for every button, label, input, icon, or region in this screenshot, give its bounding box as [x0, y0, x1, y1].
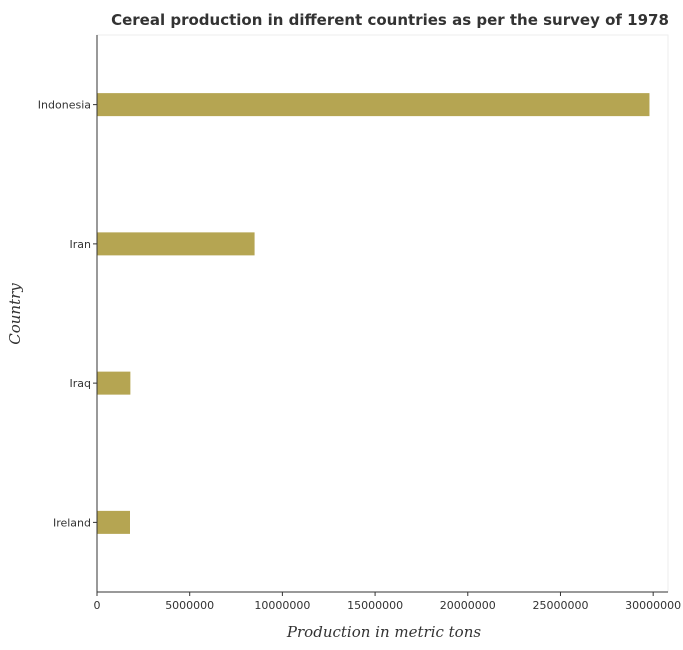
y-axis-ticks: Indonesia Iran Iraq Ireland — [38, 99, 97, 529]
x-axis-ticks: 0 5000000 10000000 15000000 20000000 25000000… — [94, 592, 681, 612]
x-tick-label-0: 0 — [94, 599, 101, 612]
x-axis-label: Production in metric tons — [286, 623, 481, 641]
x-tick-label-1: 5000000 — [165, 599, 214, 612]
y-tick-label-ireland: Ireland — [53, 516, 91, 529]
y-tick-label-iraq: Iraq — [70, 377, 92, 390]
x-tick-label-3: 15000000 — [347, 599, 403, 612]
bar-iran — [97, 232, 255, 256]
y-tick-label-indonesia: Indonesia — [38, 99, 91, 112]
bar-iraq — [97, 371, 131, 395]
x-tick-label-5: 25000000 — [532, 599, 588, 612]
y-axis-label: Country — [6, 283, 24, 345]
bar-indonesia — [97, 93, 650, 117]
x-tick-label-6: 30000000 — [625, 599, 681, 612]
x-tick-label-2: 10000000 — [254, 599, 310, 612]
x-tick-label-4: 20000000 — [440, 599, 496, 612]
bar-ireland — [97, 510, 130, 534]
bars-group — [97, 93, 650, 534]
y-tick-label-iran: Iran — [70, 238, 92, 251]
chart-title: Cereal production in different countries… — [111, 11, 669, 29]
